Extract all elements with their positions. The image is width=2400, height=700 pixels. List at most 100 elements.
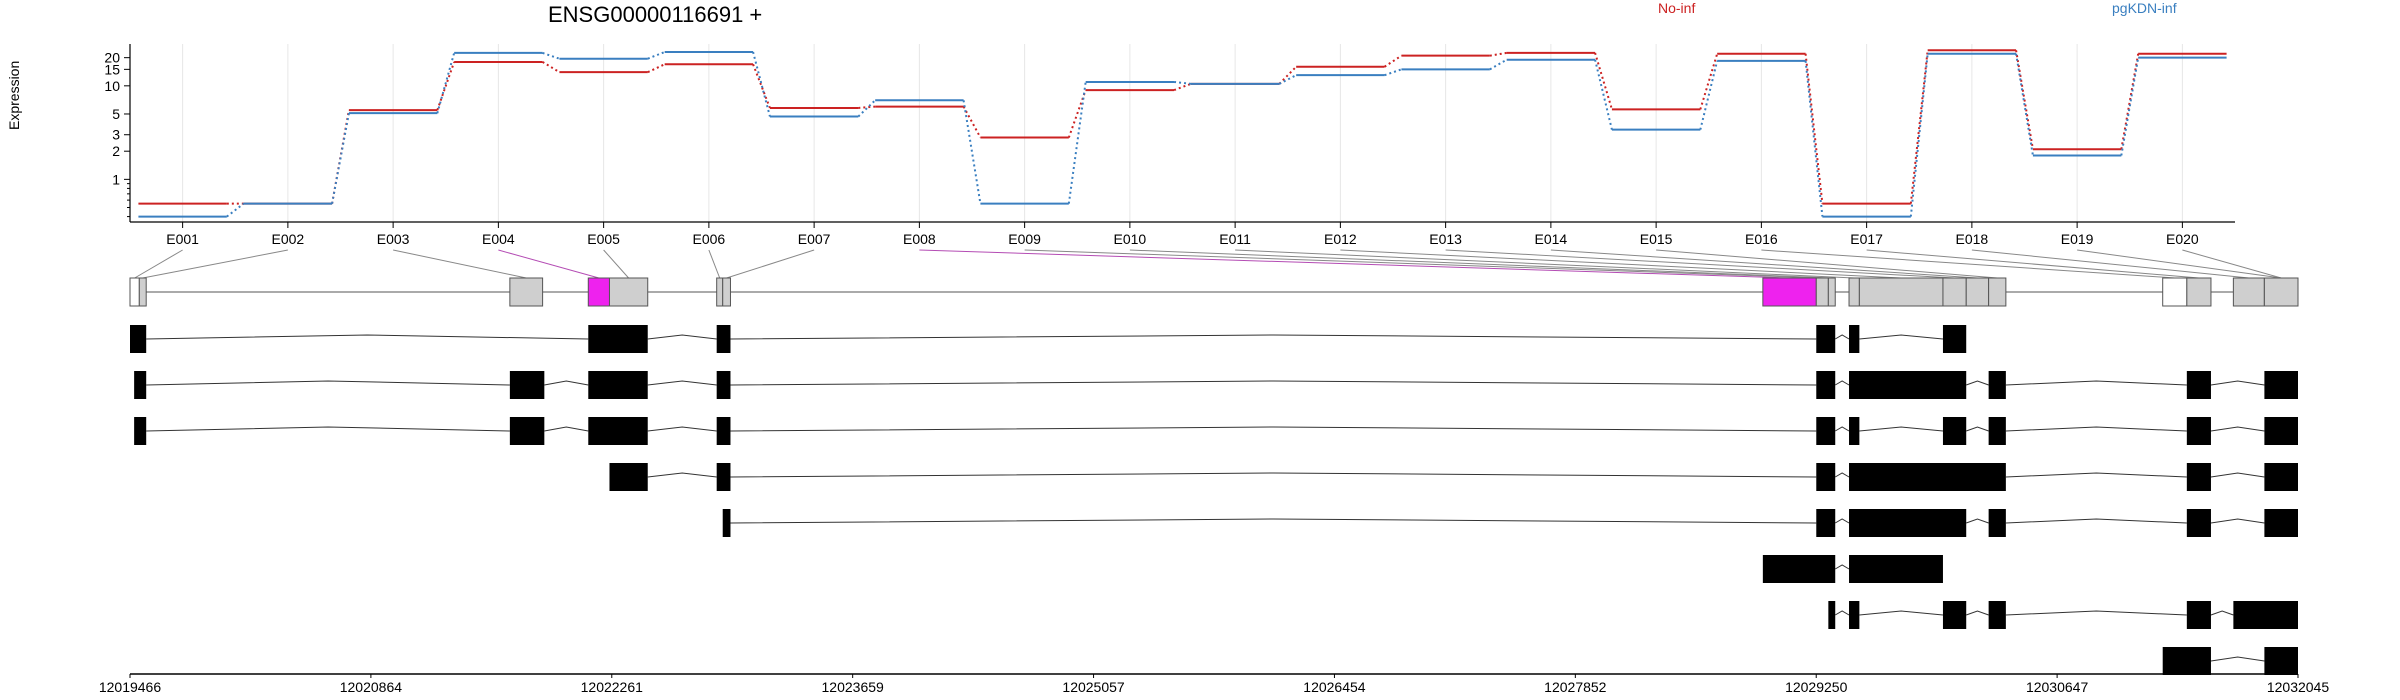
series-connector [1909, 50, 1929, 204]
series-connector [1489, 51, 1507, 57]
genomic-tick-label: 12023659 [822, 679, 885, 695]
series-connector [1067, 81, 1087, 204]
transcript-intron [1966, 610, 1989, 616]
x-tick-label: E020 [2166, 231, 2199, 247]
exon-link [1761, 249, 2175, 279]
x-tick-label: E006 [693, 231, 726, 247]
transcript [609, 463, 2298, 491]
series-connector [331, 112, 350, 204]
series-connector [1699, 60, 1719, 130]
x-tick-label: E015 [1640, 231, 1673, 247]
x-tick-label: E001 [166, 231, 199, 247]
transcript-exon [1988, 509, 2006, 537]
x-tick-label: E016 [1745, 231, 1778, 247]
exon-link [2077, 249, 2282, 279]
transcript-intron [2005, 380, 2187, 386]
series-connector [752, 51, 771, 117]
series-connector [2015, 53, 2034, 156]
exon-box [2263, 277, 2299, 307]
transcript-intron [1834, 380, 1850, 386]
series-connector [647, 63, 666, 74]
exon-link [726, 249, 815, 279]
series-connector [1804, 53, 1824, 204]
transcript-intron [647, 380, 717, 386]
series-connector [857, 99, 876, 118]
transcript-exon [1849, 555, 1943, 583]
transcript-intron [2210, 472, 2265, 478]
genomic-tick-label: 12032045 [2267, 679, 2330, 695]
exon-link [1024, 249, 1823, 279]
x-tick-label: E004 [482, 231, 515, 247]
transcript-intron [647, 426, 717, 432]
series-connector [647, 51, 666, 60]
transcript-intron [730, 334, 1817, 340]
exon-link [919, 249, 1790, 279]
series-connector [436, 61, 456, 111]
exon-link [1971, 249, 2249, 279]
series-connector [1173, 82, 1192, 92]
transcript-intron [730, 380, 1817, 386]
transcript-exon [1988, 601, 2006, 629]
transcript-exon [1849, 509, 1967, 537]
series-connector [226, 202, 245, 218]
series-connector [436, 52, 456, 114]
chart-title: ENSG00000116691 + [548, 2, 763, 27]
transcript-intron [146, 426, 510, 432]
transcript-exon [1849, 601, 1860, 629]
y-tick-label: 15 [104, 61, 120, 77]
transcript-intron [2005, 518, 2187, 524]
y-tick-label: 2 [112, 143, 120, 159]
y-tick-label: 5 [112, 106, 120, 122]
transcript-intron [730, 426, 1817, 432]
transcript-intron [1834, 610, 1850, 616]
x-tick-label: E019 [2061, 231, 2094, 247]
transcript-exon [2162, 647, 2211, 675]
transcript [1762, 555, 1943, 583]
x-tick-label: E005 [587, 231, 620, 247]
series-connector [2120, 53, 2140, 150]
exon-link [1129, 249, 1832, 279]
genomic-tick-label: 12026454 [1303, 679, 1366, 695]
series-pgkdn-inf [138, 50, 2227, 218]
exon-box [2186, 277, 2212, 307]
transcript-exon [588, 371, 648, 399]
genomic-tick-label: 12030647 [2026, 679, 2089, 695]
exon-box [587, 277, 610, 307]
transcript-exon [1828, 601, 1836, 629]
transcript-exon [134, 417, 147, 445]
transcript-exon [716, 463, 731, 491]
transcript-intron [2005, 426, 2187, 432]
exon-box [1942, 277, 1967, 307]
transcript-intron [730, 472, 1817, 478]
transcript-exon [2264, 371, 2298, 399]
transcript-exon [2186, 509, 2211, 537]
series-connector [1278, 74, 1297, 85]
transcript-intron [1859, 610, 1944, 616]
y-tick-label: 10 [104, 78, 120, 94]
transcript-exon [2186, 463, 2211, 491]
transcript-exon [588, 417, 648, 445]
exon-link [393, 249, 527, 279]
transcript-exon [722, 509, 731, 537]
transcript-intron [647, 334, 717, 340]
transcript-exon [588, 325, 648, 353]
transcript-exon [1849, 417, 1860, 445]
transcript-exon [609, 463, 648, 491]
x-tick-label: E007 [798, 231, 831, 247]
transcript [2162, 647, 2298, 675]
exon-box [1827, 277, 1836, 307]
transcript-exon [1942, 325, 1967, 353]
exon-link [142, 249, 288, 279]
exon-link [1656, 249, 1998, 279]
x-tick-label: E010 [1114, 231, 1147, 247]
series-connector [542, 61, 560, 74]
transcript-intron [1966, 380, 1989, 386]
series-connector [1594, 52, 1613, 110]
genomic-tick-label: 12027852 [1544, 679, 1607, 695]
exon-box [1848, 277, 1860, 307]
exon-link [1235, 249, 1855, 279]
transcript-exon [2186, 601, 2211, 629]
transcript-intron [1834, 334, 1850, 340]
x-tick-label: E011 [1219, 231, 1251, 247]
